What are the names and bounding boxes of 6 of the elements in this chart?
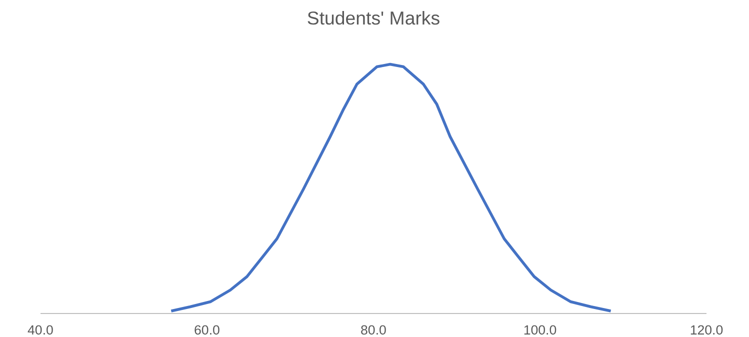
x-tick-label: 60.0 bbox=[194, 322, 220, 337]
x-tick-label: 120.0 bbox=[690, 322, 724, 337]
x-tick-label: 40.0 bbox=[28, 322, 54, 337]
x-tick-label: 80.0 bbox=[360, 322, 386, 337]
chart-title: Students' Marks bbox=[306, 8, 440, 28]
x-tick-label: 100.0 bbox=[523, 322, 557, 337]
